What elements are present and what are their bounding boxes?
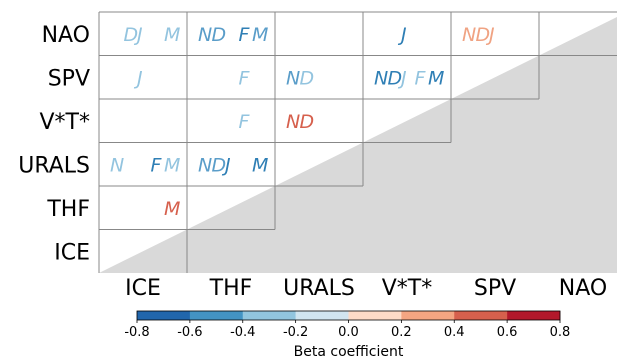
month-letter-n: N — [198, 154, 212, 176]
month-letter-f: F — [239, 67, 251, 89]
month-letter-d: D — [388, 67, 403, 89]
month-letter-n: N — [198, 24, 212, 46]
row-label-thf: THF — [46, 197, 90, 222]
row-label-v-t: V*T* — [40, 110, 91, 135]
colorbar-title: Beta coefficient — [294, 344, 404, 359]
cell-text-nao-spv: NDJ — [462, 24, 495, 46]
cell-text-nao-v-t: J — [397, 24, 407, 46]
col-label-nao: NAO — [559, 276, 607, 301]
colorbar-tick-label: -0.6 — [177, 325, 202, 340]
cell-text-spv-v-t: NDJ F M — [374, 67, 444, 89]
month-letter-d: D — [212, 154, 227, 176]
colorbar-tick-label: -0.4 — [230, 325, 255, 340]
colorbar-tick-label: 0.6 — [497, 325, 518, 340]
colorbar-tick-label: 0.8 — [550, 325, 571, 340]
row-label-ice: ICE — [54, 240, 90, 265]
month-letter-d: D — [300, 111, 315, 133]
month-letter-m: M — [164, 154, 180, 176]
cell-text-nao-thf: ND F M — [198, 24, 268, 46]
colorbar-bin — [454, 311, 508, 320]
colorbar-bin — [348, 311, 402, 320]
cell-text-urals-thf: NDJ M — [198, 154, 268, 176]
month-letter-d: D — [476, 24, 491, 46]
month-letter-j: J — [221, 154, 231, 176]
row-label-urals: URALS — [18, 153, 90, 178]
col-label-urals: URALS — [283, 276, 355, 301]
month-letter-n: N — [374, 67, 388, 89]
cell-grid — [98, 11, 617, 273]
month-letter-d: D — [124, 24, 139, 46]
cell-text-spv-ice: J — [133, 67, 143, 89]
col-label-v-t: V*T* — [382, 276, 433, 301]
col-label-spv: SPV — [474, 276, 516, 301]
cell-text-spv-thf: F — [239, 67, 251, 89]
colorbar: -0.8 -0.6 -0.4 -0.2 0.0 0.2 0.4 0.6 0.8 Beta coef… — [124, 310, 571, 359]
cell-text-nao-ice: DJ M — [124, 24, 181, 46]
cell-text-spv-urals: ND — [286, 67, 314, 89]
colorbar-tick-label: 0.0 — [338, 325, 359, 340]
month-letter-m: M — [252, 154, 268, 176]
colorbar-bin — [401, 311, 455, 320]
month-letter-m: M — [164, 24, 180, 46]
colorbar-tick-label: 0.4 — [444, 325, 465, 340]
cell-text-thf-ice: M — [164, 198, 180, 220]
month-letter-j: J — [133, 24, 143, 46]
month-letter-f: F — [239, 24, 251, 46]
colorbar-tick-label: -0.8 — [124, 325, 149, 340]
masked-triangle — [99, 16, 617, 273]
colorbar-bin — [137, 311, 191, 320]
colorbar-bin — [507, 311, 561, 320]
colorbar-bin — [295, 311, 349, 320]
masked-region — [99, 16, 617, 273]
col-label-thf: THF — [209, 276, 253, 301]
colorbar-tick-label: -0.2 — [283, 325, 308, 340]
month-letter-f: F — [239, 111, 251, 133]
month-letter-m: M — [428, 67, 444, 89]
cell-text-v-t-thf: F — [239, 111, 251, 133]
row-label-spv: SPV — [48, 66, 90, 91]
month-letter-n: N — [462, 24, 476, 46]
month-letter-j: J — [485, 24, 495, 46]
row-label-nao: NAO — [42, 23, 90, 48]
column-labels: ICE THF URALS V*T* SPV NAO — [125, 276, 607, 301]
month-letter-m: M — [252, 24, 268, 46]
month-letter-d: D — [212, 24, 227, 46]
month-letter-f: F — [415, 67, 427, 89]
month-letter-j: J — [397, 67, 407, 89]
cell-text-v-t-urals: ND — [286, 111, 314, 133]
colorbar-tick-label: 0.2 — [391, 325, 412, 340]
month-letter-j: J — [397, 24, 407, 46]
month-letter-n: N — [110, 154, 124, 176]
colorbar-bin — [242, 311, 296, 320]
month-letter-n: N — [286, 111, 300, 133]
col-label-ice: ICE — [125, 276, 161, 301]
month-letter-m: M — [164, 198, 180, 220]
month-letter-j: J — [133, 67, 143, 89]
colorbar-bin — [189, 311, 244, 320]
month-letter-n: N — [286, 67, 300, 89]
month-letter-d: D — [300, 67, 315, 89]
row-labels: NAO SPV V*T* URALS THF ICE — [18, 23, 90, 266]
month-letter-f: F — [151, 154, 163, 176]
